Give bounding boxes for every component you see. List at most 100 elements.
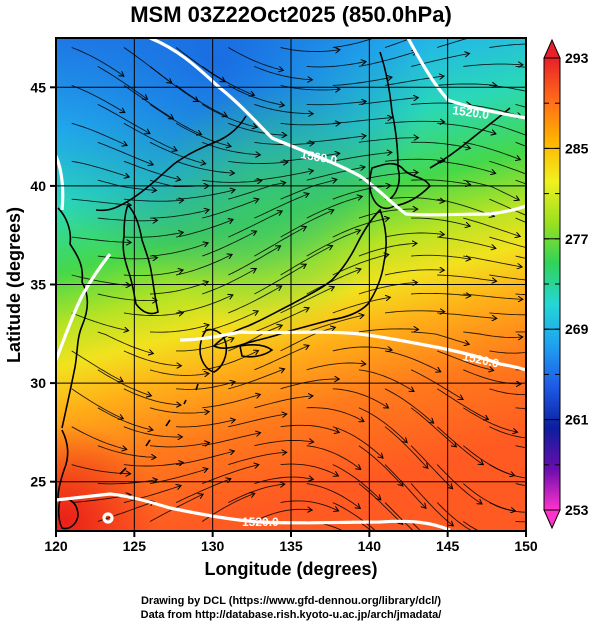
streamline (176, 190, 234, 200)
streamline (306, 197, 362, 219)
streamline (332, 118, 392, 124)
streamline (97, 141, 153, 164)
colorbar-tick-label: 277 (565, 231, 589, 247)
streamline (332, 502, 382, 531)
streamline (358, 521, 373, 531)
streamline (384, 38, 413, 48)
streamline (332, 152, 391, 162)
contour-label-1560: 1560.0 (299, 147, 338, 167)
streamline (71, 350, 122, 381)
streamline (97, 66, 147, 98)
streamline (202, 351, 257, 371)
streamline (306, 363, 365, 371)
y-tick-label: 30 (30, 375, 46, 391)
streamline (202, 180, 261, 182)
streamline (149, 141, 205, 163)
streamline (254, 65, 311, 79)
streamline (228, 484, 283, 503)
streamline (358, 407, 407, 442)
streamline (123, 350, 180, 366)
streamline (489, 464, 526, 479)
streamline (358, 445, 402, 486)
streamline (254, 396, 312, 409)
streamline (254, 509, 311, 522)
streamline (97, 502, 153, 522)
x-tick-label: 130 (201, 538, 225, 554)
colorbar-tick-label: 253 (565, 502, 589, 518)
streamline (254, 441, 312, 447)
streamline (176, 295, 232, 314)
streamline (410, 483, 452, 526)
streamline (437, 274, 496, 281)
streamline (410, 445, 452, 488)
streamline (332, 388, 388, 408)
streamline (123, 85, 173, 118)
streamline (463, 217, 519, 236)
colorbar-tick-label: 293 (565, 50, 589, 66)
streamline (437, 350, 493, 370)
colorbar-ticks: 293 285 277 269 261 253 (544, 50, 589, 518)
streamline (71, 122, 127, 145)
streamline (202, 465, 258, 485)
streamline (228, 452, 285, 466)
streamline (176, 382, 234, 390)
streamline (384, 388, 433, 423)
streamline (489, 198, 526, 216)
streamline (123, 388, 180, 405)
streamline (332, 255, 388, 276)
streamline (306, 62, 365, 68)
streamline (332, 218, 389, 238)
streamline (358, 52, 416, 67)
streamline (280, 246, 332, 276)
streamline (306, 483, 360, 508)
streamline (463, 255, 521, 267)
streamline (306, 315, 363, 333)
streamline (228, 287, 280, 314)
streamline (123, 160, 180, 179)
streamline (384, 159, 444, 161)
streamline (202, 232, 256, 257)
credit-data: Data from http://database.rish.kyoto-u.a… (141, 609, 442, 621)
streamline (489, 426, 526, 439)
streamline (228, 161, 287, 163)
streamline (489, 122, 526, 136)
streamline (280, 48, 339, 52)
streamline (280, 379, 339, 390)
streamline (149, 369, 208, 376)
streamlines (71, 38, 526, 531)
streamline (123, 486, 180, 504)
coastline-honshu (212, 208, 387, 349)
height-contours (56, 38, 526, 531)
x-axis-label: Longitude (degrees) (204, 559, 377, 579)
streamline (123, 122, 176, 150)
contour-1520-middle (56, 253, 526, 372)
y-tick-label: 35 (30, 277, 46, 293)
streamline (71, 160, 129, 176)
streamline (97, 445, 155, 458)
y-tick-label: 25 (30, 474, 46, 490)
coastline-china-southeast (57, 429, 69, 499)
streamline (175, 122, 230, 146)
streamline (515, 217, 526, 223)
streamline (71, 312, 128, 331)
streamline (254, 194, 308, 219)
streamline (410, 369, 462, 399)
streamline (149, 104, 201, 134)
x-tick-label: 140 (358, 538, 382, 554)
streamline (71, 236, 131, 242)
streamline (71, 47, 123, 76)
credit-drawing: Drawing by DCL (https://www.gfd-dennou.o… (141, 595, 441, 607)
streamline (228, 212, 281, 238)
streamline (306, 407, 363, 422)
streamline (149, 443, 209, 448)
streamline (306, 445, 360, 469)
streamline (358, 329, 418, 332)
streamline (436, 388, 487, 419)
colorbar-tick-label: 285 (565, 140, 589, 156)
streamline (489, 350, 526, 354)
streamline (97, 293, 156, 301)
streamline (280, 180, 336, 200)
streamline (332, 347, 391, 351)
streamline (202, 141, 259, 155)
streamline (384, 464, 425, 508)
